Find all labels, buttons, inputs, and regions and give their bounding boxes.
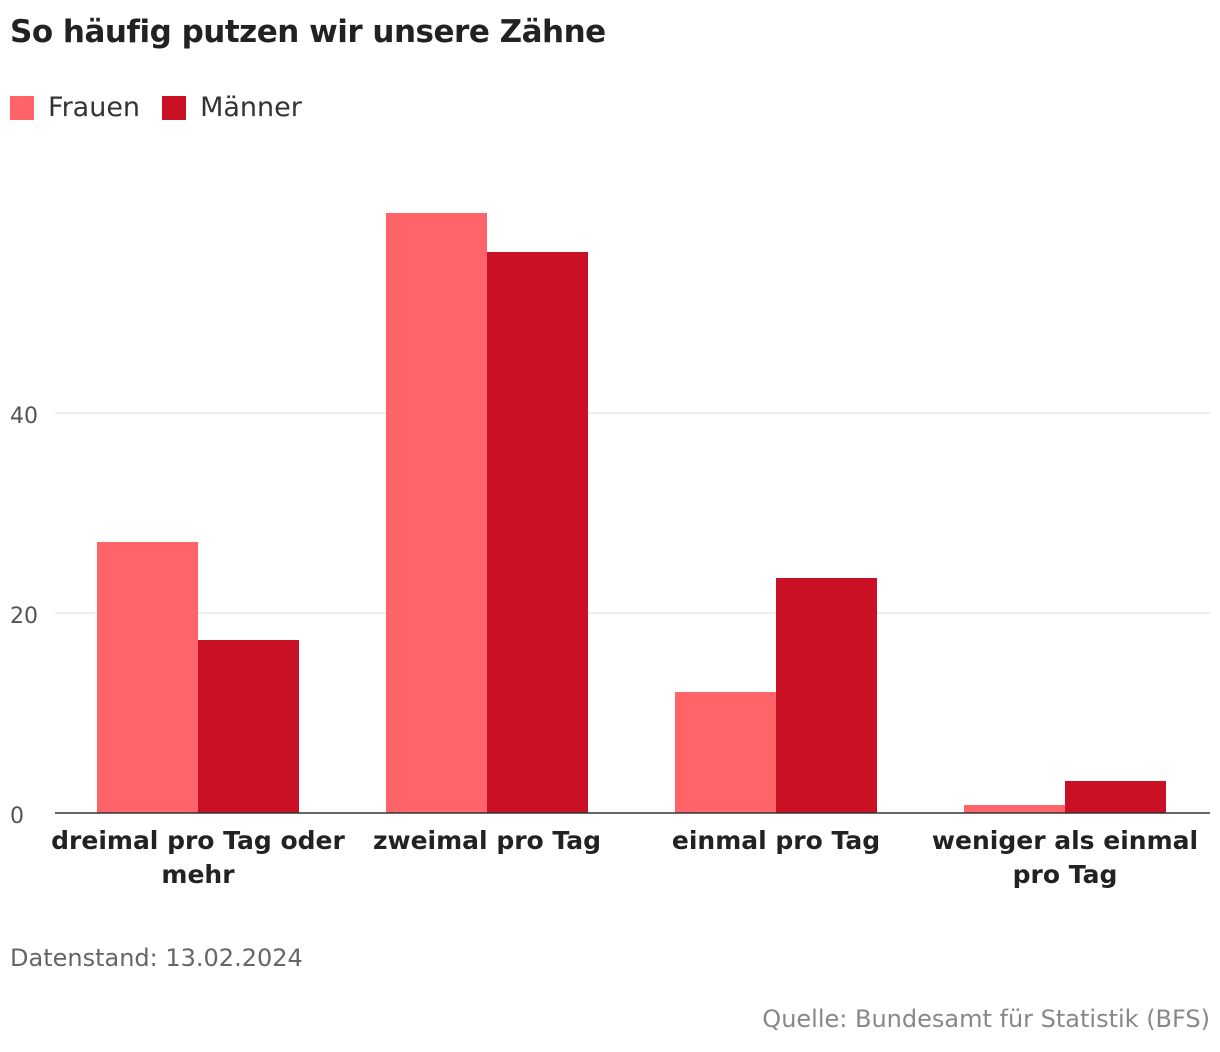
legend-swatch-frauen <box>10 95 34 120</box>
bar-frauen-2 <box>675 692 776 813</box>
bar-frauen-0 <box>97 542 198 813</box>
y-tick-label-20: 20 <box>10 604 38 629</box>
y-tick-label-0: 0 <box>10 804 24 829</box>
legend-label-frauen: Frauen <box>48 92 141 123</box>
category-label-3-line-1: pro Tag <box>1013 860 1118 889</box>
bar-mnner-3 <box>1065 781 1166 813</box>
category-label-0-line-0: dreimal pro Tag oder <box>51 826 345 855</box>
source-note: Quelle: Bundesamt für Statistik (BFS) <box>762 1005 1210 1033</box>
bar-frauen-1 <box>386 213 487 813</box>
legend-label-maenner: Männer <box>200 92 302 123</box>
y-tick-label-40: 40 <box>10 404 38 429</box>
legend-item-frauen: Frauen <box>10 92 140 123</box>
category-label-1-line-0: zweimal pro Tag <box>373 826 601 855</box>
category-label-2-line-0: einmal pro Tag <box>672 826 880 855</box>
bar-mnner-0 <box>198 640 299 813</box>
bar-frauen-3 <box>964 805 1065 813</box>
bar-mnner-1 <box>487 252 588 813</box>
bar-mnner-2 <box>776 578 877 813</box>
legend: Frauen Männer <box>10 92 324 123</box>
category-label-3-line-0: weniger als einmal <box>932 826 1198 855</box>
category-label-0-line-1: mehr <box>161 860 235 889</box>
legend-swatch-maenner <box>162 95 187 120</box>
chart-title: So häufig putzen wir unsere Zähne <box>10 14 606 50</box>
date-note: Datenstand: 13.02.2024 <box>10 944 303 972</box>
legend-item-maenner: Männer <box>162 92 302 123</box>
